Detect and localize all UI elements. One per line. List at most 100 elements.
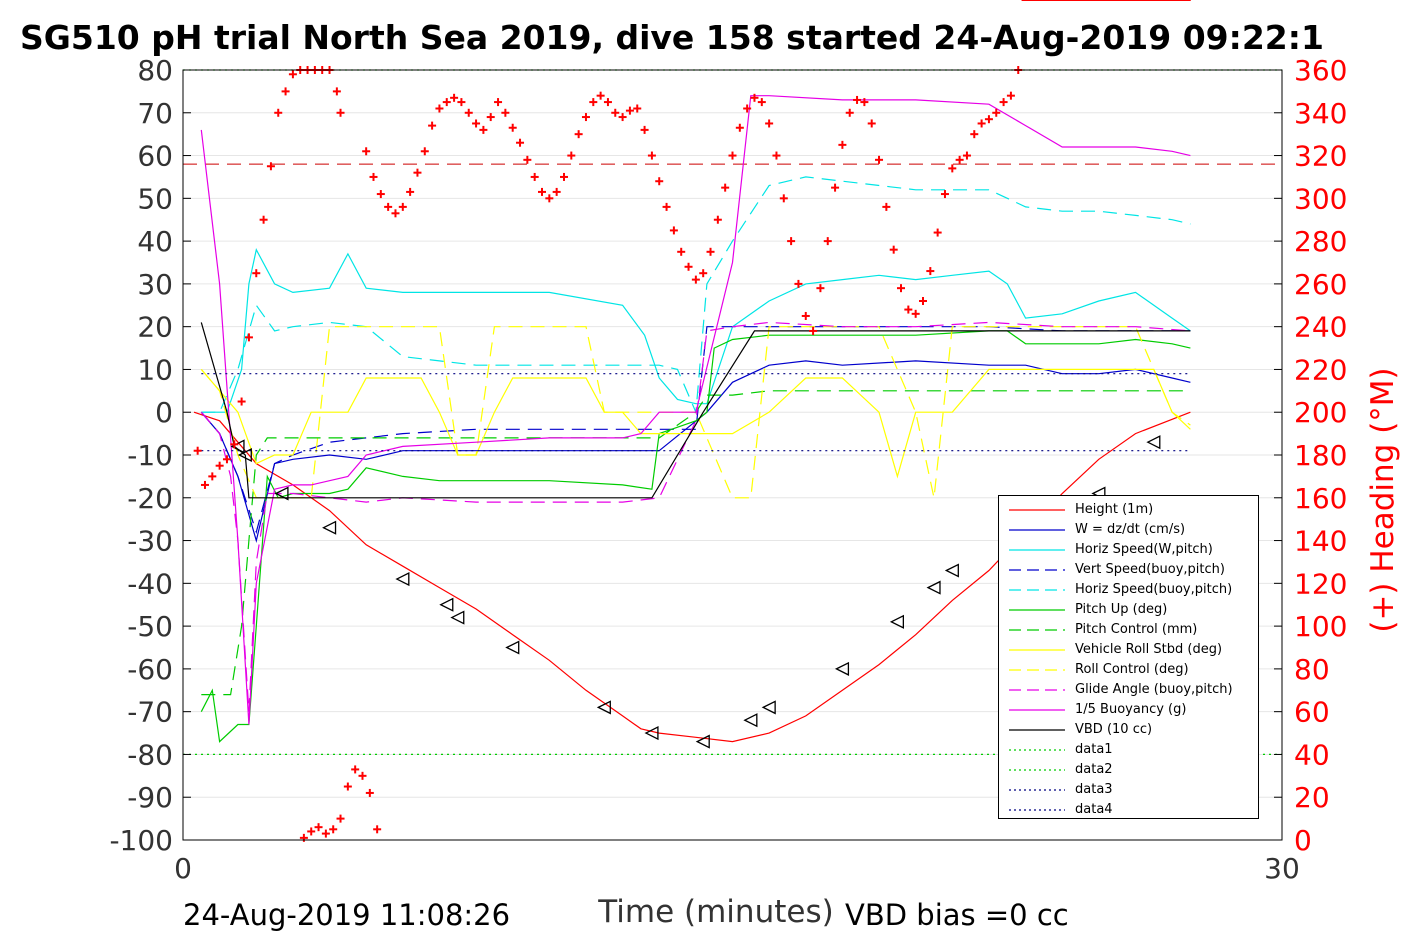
heading-point [853,95,862,104]
legend-swatch [1009,669,1065,671]
heading-point [336,814,345,823]
heading-point [332,87,341,96]
y-right-tick-label: 40 [1294,738,1330,771]
heading-point [757,98,766,107]
heading-point [699,269,708,278]
legend-swatch [1009,649,1065,651]
chart-title: SG510 pH trial North Sea 2019, dive 158 … [20,18,1324,57]
heading-point [329,825,338,834]
heading-point [669,226,678,235]
heading-point [816,284,825,293]
legend-swatch [1009,509,1065,511]
heading-point [633,104,642,113]
series-line-5 [200,330,1191,743]
series-line-4 [201,176,1191,413]
heading-point [970,130,979,139]
heading-point [823,237,832,246]
y-tick-label: 0 [155,396,173,429]
heading-point [772,151,781,160]
y-right-tick-label: 160 [1294,482,1347,515]
heading-point [926,267,935,276]
heading-point [655,177,664,186]
legend-label: Glide Angle (buoy,pitch) [1075,682,1233,697]
legend-label: W = dz/dt (cm/s) [1075,522,1186,537]
legend-label: Pitch Up (deg) [1075,602,1168,617]
heading-point [420,147,429,156]
heading-point [237,397,246,406]
heading-point [625,106,634,115]
legend-label: Horiz Speed(W,pitch) [1075,542,1213,557]
legend-label: data2 [1075,762,1113,777]
heading-point [662,202,671,211]
legend-item: Vehicle Roll Stbd (deg) [999,640,1260,660]
heading-point [373,825,382,834]
heading-point [208,472,217,481]
footer-timestamp: 24-Aug-2019 11:08:26 [183,898,511,932]
legend-swatch [1009,609,1065,611]
depth-marker [944,563,959,578]
heading-point [266,162,275,171]
y-tick-label: -90 [127,781,173,814]
y-right-tick-label: 340 [1294,97,1347,130]
heading-point [603,98,612,107]
heading-point [581,113,590,122]
heading-point [450,93,459,102]
y-tick-label: -50 [127,610,173,643]
legend-swatch [1009,529,1065,531]
heading-point [574,130,583,139]
y-right-tick-label: 360 [1294,54,1347,87]
heading-point [765,119,774,128]
y-right-tick-label: 100 [1294,610,1347,643]
legend-item: data2 [999,760,1260,780]
heading-point [647,151,656,160]
legend-item: Horiz Speed(W,pitch) [999,540,1260,560]
heading-point [252,269,261,278]
y-right-tick-label: 120 [1294,567,1347,600]
y-right-tick-label: 20 [1294,781,1330,814]
y-tick-label: -100 [109,824,173,857]
legend-swatch [1009,569,1065,571]
y-right-tick-label: 80 [1294,653,1330,686]
legend-item: W = dz/dt (cm/s) [999,520,1260,540]
y-right-tick-label: 320 [1294,140,1347,173]
depth-marker [834,661,850,676]
heading-point [479,125,488,134]
heading-point [538,187,547,196]
heading-point [545,194,554,203]
heading-point [222,455,231,464]
heading-point [193,446,202,455]
heading-point [376,190,385,199]
heading-point [728,151,737,160]
heading-point [358,771,367,780]
legend-swatch [1009,629,1065,631]
legend-label: VBD (10 cc) [1075,722,1153,737]
depth-marker [596,700,611,715]
legend-item: Horiz Speed(buoy,pitch) [999,580,1260,600]
series-line-7 [200,368,1191,479]
y-right-tick-label: 180 [1294,439,1347,472]
heading-point [677,247,686,256]
legend-swatch [1009,589,1065,591]
legend-item: Roll Control (deg) [999,660,1260,680]
legend-label: Horiz Speed(buoy,pitch) [1075,582,1233,597]
depth-marker [439,597,454,612]
heading-point [889,245,898,254]
y-tick-label: 80 [137,54,173,87]
depth-marker [644,726,659,741]
heading-point [508,123,517,132]
heading-point [999,98,1008,107]
heading-point [794,279,803,288]
depth-marker [695,734,710,749]
y-right-tick-label: 300 [1294,182,1347,215]
series-line-10 [200,95,1191,725]
heading-point [567,151,576,160]
y-right-tick-label: 280 [1294,225,1347,258]
y-right-tick-label: 240 [1294,311,1347,344]
depth-marker [274,486,289,501]
heading-point [442,98,451,107]
heading-point [457,98,466,107]
y-tick-label: -30 [127,525,173,558]
y-tick-label: 30 [137,268,173,301]
heading-point [940,190,949,199]
y-tick-label: -40 [127,567,173,600]
